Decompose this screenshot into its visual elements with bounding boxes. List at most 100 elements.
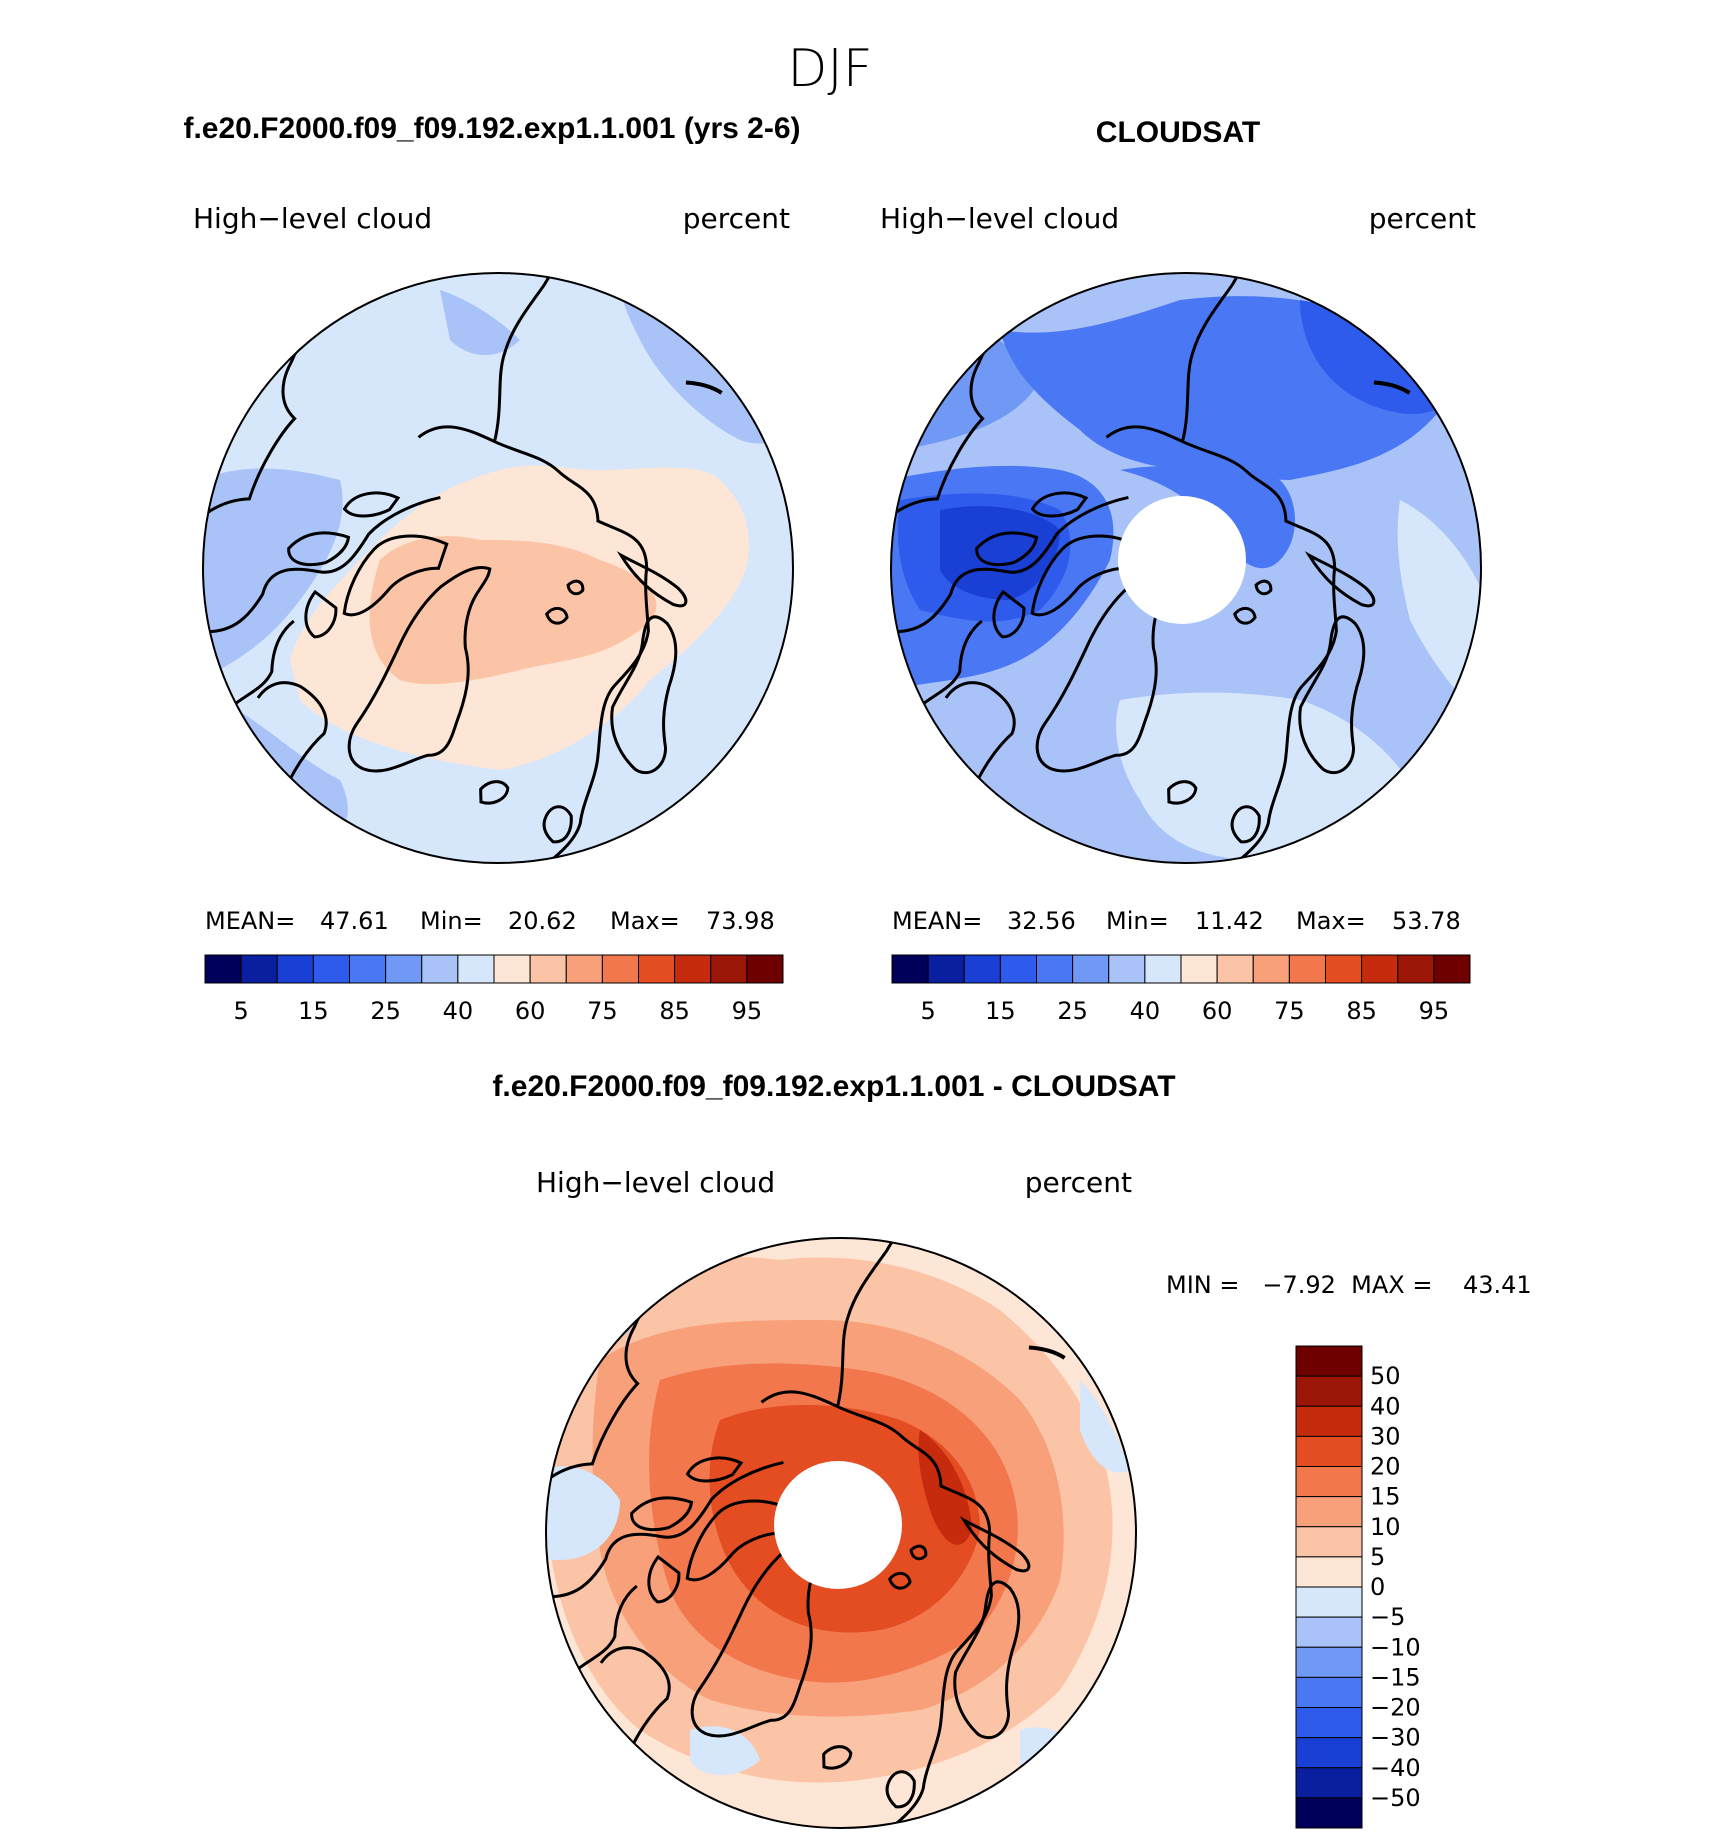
- panel-model-min: 20.62: [508, 907, 577, 935]
- colorbar-swatch: [1295, 1586, 1363, 1618]
- colorbar-tick-label: −20: [1370, 1694, 1421, 1722]
- season-title: DJF: [787, 39, 872, 99]
- colorbar-tick-label: 40: [443, 997, 474, 1025]
- panel-obs-variable: High−level cloud: [880, 202, 1119, 235]
- colorbar-swatch: [565, 954, 603, 984]
- panel-diff: f.e20.F2000.f09_f09.192.exp1.1.001 - CLO…: [492, 1070, 1532, 1829]
- colorbar-tick-label: 5: [920, 997, 935, 1025]
- colorbar-swatch: [1295, 1676, 1363, 1708]
- panel-model-min-label: Min=: [420, 907, 483, 935]
- colorbar-swatch: [1295, 1646, 1363, 1678]
- panel-model-max: 73.98: [706, 907, 775, 935]
- panel-obs-map: [891, 273, 1481, 863]
- colorbar-tick-label: 60: [1202, 997, 1233, 1025]
- colorbar-tick-label: 40: [1370, 1392, 1401, 1420]
- colorbar-swatch: [638, 954, 676, 984]
- colorbar-tick-label: 85: [1346, 997, 1377, 1025]
- colorbar-tick-label: −10: [1370, 1633, 1421, 1661]
- colorbar-swatch: [601, 954, 639, 984]
- panel-obs-min: 11.42: [1195, 907, 1264, 935]
- panel-obs: CLOUDSAT High−level cloud percent MEAN= …: [880, 116, 1482, 1025]
- colorbar-swatch: [999, 954, 1037, 984]
- colorbar-swatch: [1295, 1797, 1363, 1829]
- colorbar-swatch: [1295, 1496, 1363, 1528]
- colorbar-tick-label: 95: [732, 997, 763, 1025]
- colorbar-swatch: [529, 954, 567, 984]
- colorbar-swatch: [385, 954, 423, 984]
- colorbar-tick-label: 25: [370, 997, 401, 1025]
- colorbar-swatch: [1295, 1616, 1363, 1648]
- colorbar-swatch: [1295, 1435, 1363, 1467]
- colorbar-tick-label: 15: [1370, 1483, 1401, 1511]
- colorbar-swatch: [312, 954, 350, 984]
- colorbar-tick-label: −30: [1370, 1724, 1421, 1752]
- panel-model-title: f.e20.F2000.f09_f09.192.exp1.1.001 (yrs …: [183, 112, 800, 145]
- panel-model-mean: 47.61: [320, 907, 389, 935]
- panel-model-mean-label: MEAN=: [205, 907, 295, 935]
- colorbar-swatch: [1295, 1707, 1363, 1739]
- colorbar-tick-label: 15: [985, 997, 1016, 1025]
- panel-obs-colorbar: 5 15 25 40 60 75 85 95: [891, 954, 1471, 1025]
- colorbar-tick-label: 75: [587, 997, 618, 1025]
- panel-obs-mean-label: MEAN=: [892, 907, 982, 935]
- colorbar-tick-label: 15: [298, 997, 329, 1025]
- panel-obs-stats: MEAN= 32.56 Min= 11.42 Max= 53.78: [892, 907, 1461, 935]
- panel-obs-max-label: Max=: [1296, 907, 1366, 935]
- panel-model-map: [203, 273, 793, 863]
- panel-model-colorbar: 5 15 25 40 60 75 85 95: [204, 954, 784, 1025]
- panel-model-max-label: Max=: [610, 907, 680, 935]
- panel-obs-max: 53.78: [1392, 907, 1461, 935]
- colorbar-swatch: [1072, 954, 1110, 984]
- colorbar-swatch: [963, 954, 1001, 984]
- colorbar-swatch: [1180, 954, 1218, 984]
- colorbar-tick-label: 25: [1057, 997, 1088, 1025]
- panel-diff-map: [546, 1238, 1136, 1828]
- colorbar-swatch: [457, 954, 495, 984]
- panel-obs-units: percent: [1369, 202, 1476, 235]
- colorbar-tick-label: 5: [233, 997, 248, 1025]
- colorbar-swatch: [1361, 954, 1399, 984]
- colorbar-swatch: [891, 954, 929, 984]
- colorbar-swatch: [204, 954, 242, 984]
- colorbar-tick-label: −50: [1370, 1784, 1421, 1812]
- panel-diff-minmax: MIN = −7.92 MAX = 43.41: [1166, 1271, 1532, 1299]
- panel-model-variable: High−level cloud: [193, 202, 432, 235]
- colorbar-swatch: [1295, 1405, 1363, 1437]
- colorbar-tick-label: −5: [1370, 1603, 1405, 1631]
- colorbar-swatch: [1036, 954, 1074, 984]
- colorbar-tick-label: 50: [1370, 1362, 1401, 1390]
- panel-model: f.e20.F2000.f09_f09.192.exp1.1.001 (yrs …: [183, 112, 800, 1025]
- colorbar-swatch: [276, 954, 314, 984]
- panel-diff-title: f.e20.F2000.f09_f09.192.exp1.1.001 - CLO…: [492, 1070, 1175, 1103]
- colorbar-swatch: [1216, 954, 1254, 984]
- colorbar-swatch: [1295, 1345, 1363, 1377]
- colorbar-swatch: [1295, 1767, 1363, 1799]
- panel-model-units: percent: [683, 202, 790, 235]
- panel-diff-variable: High−level cloud: [536, 1166, 775, 1199]
- colorbar-swatch: [1433, 954, 1471, 984]
- colorbar-swatch: [1295, 1556, 1363, 1588]
- colorbar-swatch: [1295, 1466, 1363, 1498]
- panel-obs-mean: 32.56: [1007, 907, 1076, 935]
- colorbar-tick-label: 20: [1370, 1453, 1401, 1481]
- colorbar-tick-label: 95: [1419, 997, 1450, 1025]
- colorbar-tick-label: 10: [1370, 1513, 1401, 1541]
- colorbar-swatch: [493, 954, 531, 984]
- colorbar-tick-label: 85: [659, 997, 690, 1025]
- panel-model-stats: MEAN= 47.61 Min= 20.62 Max= 73.98: [205, 907, 775, 935]
- colorbar-swatch: [927, 954, 965, 984]
- colorbar-swatch: [1144, 954, 1182, 984]
- colorbar-tick-label: 30: [1370, 1422, 1401, 1450]
- colorbar-swatch: [421, 954, 459, 984]
- panel-diff-units: percent: [1025, 1166, 1132, 1199]
- colorbar-swatch: [1108, 954, 1146, 984]
- colorbar-swatch: [1397, 954, 1435, 984]
- colorbar-swatch: [710, 954, 748, 984]
- colorbar-swatch: [746, 954, 784, 984]
- colorbar-tick-label: 0: [1370, 1573, 1385, 1601]
- colorbar-tick-label: 5: [1370, 1543, 1385, 1571]
- colorbar-swatch: [1295, 1737, 1363, 1769]
- colorbar-swatch: [674, 954, 712, 984]
- colorbar-swatch: [349, 954, 387, 984]
